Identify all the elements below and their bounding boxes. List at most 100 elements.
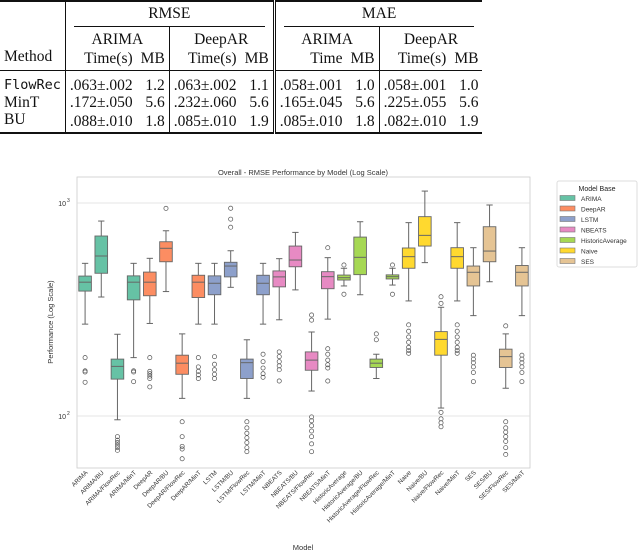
outlier-point bbox=[276, 378, 282, 384]
value-cell: 1.0 bbox=[459, 76, 479, 94]
outlier-point bbox=[309, 428, 315, 434]
results-table: RMSE MAE ARIMA DeepAR ARIMA DeepAR Metho… bbox=[0, 0, 483, 134]
value-cell: 1.8 bbox=[355, 113, 375, 130]
outlier-point bbox=[470, 356, 476, 362]
results-table-container: RMSE MAE ARIMA DeepAR ARIMA DeepAR Metho… bbox=[0, 0, 483, 134]
box-ses bbox=[466, 247, 481, 385]
outlier-point bbox=[276, 363, 282, 369]
mae-label: MAE bbox=[283, 2, 475, 27]
subheader-time: Time(s) bbox=[64, 48, 137, 71]
outlier-point bbox=[131, 369, 137, 375]
outlier-point bbox=[260, 365, 266, 371]
outlier-point bbox=[212, 367, 217, 373]
outlier-point bbox=[147, 355, 153, 361]
outlier-point bbox=[309, 317, 315, 323]
legend-label: DeepAR bbox=[581, 207, 606, 214]
box-deepar-mint bbox=[191, 262, 206, 381]
empty-header-cell bbox=[0, 1, 65, 27]
outlier-point bbox=[309, 434, 315, 440]
chart-title: Overall - RMSE Performance by Model (Log… bbox=[218, 168, 389, 177]
value-cell: .172±.050 bbox=[64, 94, 137, 111]
box-nbeats-mint bbox=[321, 245, 335, 384]
outlier-point bbox=[276, 349, 282, 355]
value-cell: 5.6 bbox=[249, 94, 269, 111]
box-iqr bbox=[321, 271, 335, 290]
subheader-time: Time(s) bbox=[168, 48, 241, 71]
box-iqr bbox=[94, 235, 109, 274]
outlier-point bbox=[147, 368, 153, 374]
value-cell: 1.9 bbox=[459, 113, 479, 130]
outlier-point bbox=[244, 425, 250, 431]
outlier-point bbox=[244, 440, 250, 446]
outlier-point bbox=[276, 354, 282, 360]
outlier-point bbox=[163, 205, 169, 211]
legend-swatch bbox=[559, 205, 576, 212]
outlier-point bbox=[82, 355, 88, 361]
outlier-point bbox=[147, 371, 153, 377]
outlier-point bbox=[244, 430, 250, 436]
box-historicaverage-mint bbox=[385, 262, 400, 297]
outlier-point bbox=[503, 445, 509, 451]
outlier-point bbox=[309, 441, 315, 447]
outlier-point bbox=[519, 356, 525, 362]
value-cell: 1.2 bbox=[145, 76, 165, 94]
outlier-point bbox=[228, 216, 234, 222]
outlier-point bbox=[309, 312, 315, 318]
outlier-point bbox=[114, 445, 120, 451]
legend-label: HistoricAverage bbox=[581, 238, 627, 245]
box-nbeats bbox=[272, 258, 286, 384]
outlier-point bbox=[147, 373, 153, 379]
box-iqr bbox=[353, 236, 367, 276]
box-lstm-mint bbox=[256, 262, 270, 380]
box-iqr bbox=[482, 226, 497, 263]
value-cell: 1.8 bbox=[145, 113, 165, 130]
y-tick-label: 10 bbox=[58, 414, 66, 421]
outlier-point bbox=[147, 376, 153, 381]
value-cell: .058±.001 bbox=[272, 70, 347, 94]
subheader-mb: MB bbox=[240, 48, 275, 71]
outlier-point bbox=[519, 379, 525, 385]
outlier-point bbox=[454, 322, 460, 328]
box-iqr bbox=[515, 265, 529, 287]
outlier-point bbox=[325, 362, 331, 368]
rmse-label: RMSE bbox=[73, 2, 265, 27]
outlier-point bbox=[244, 449, 250, 455]
outlier-point bbox=[212, 354, 217, 360]
outlier-point bbox=[454, 339, 460, 345]
outlier-point bbox=[519, 364, 525, 370]
model-header-mae-arima: ARIMA bbox=[272, 27, 380, 48]
value-cell: 5.6 bbox=[145, 94, 165, 111]
outlier-point bbox=[390, 291, 395, 297]
outlier-point bbox=[195, 372, 201, 378]
value-cell: .063±.002 bbox=[168, 70, 241, 94]
outlier-point bbox=[195, 355, 201, 361]
legend-label: SES bbox=[581, 259, 595, 266]
method-cell: FlowRec bbox=[4, 76, 61, 93]
method-cell: BU bbox=[4, 111, 26, 128]
legend-swatch bbox=[559, 258, 576, 264]
outlier-point bbox=[325, 357, 331, 363]
legend-swatch bbox=[559, 247, 576, 254]
box-historicaverage-bu bbox=[353, 221, 367, 296]
outlier-point bbox=[309, 423, 315, 429]
boxplot-chart: Overall - RMSE Performance by Model (Log… bbox=[46, 168, 638, 552]
box-naive-mint bbox=[450, 222, 464, 356]
subheader-mb: MB bbox=[136, 48, 170, 71]
legend-box bbox=[556, 180, 638, 268]
outlier-point bbox=[244, 419, 250, 425]
value-cell: .232±.060 bbox=[168, 94, 241, 111]
y-axis-label: Performance (Log Scale) bbox=[46, 280, 55, 364]
box-iqr bbox=[143, 271, 157, 297]
legend-swatch bbox=[559, 237, 576, 243]
outlier-point bbox=[179, 443, 185, 449]
outlier-point bbox=[228, 205, 234, 211]
box-iqr bbox=[304, 351, 319, 371]
box-naive-flowrec bbox=[434, 294, 448, 430]
value-cell: 1.0 bbox=[355, 76, 375, 94]
outlier-point bbox=[373, 331, 379, 337]
box-iqr bbox=[434, 331, 448, 356]
box-ses-mint bbox=[515, 247, 529, 385]
outlier-point bbox=[179, 446, 185, 452]
outlier-point bbox=[406, 344, 412, 350]
outlier-point bbox=[454, 334, 460, 340]
